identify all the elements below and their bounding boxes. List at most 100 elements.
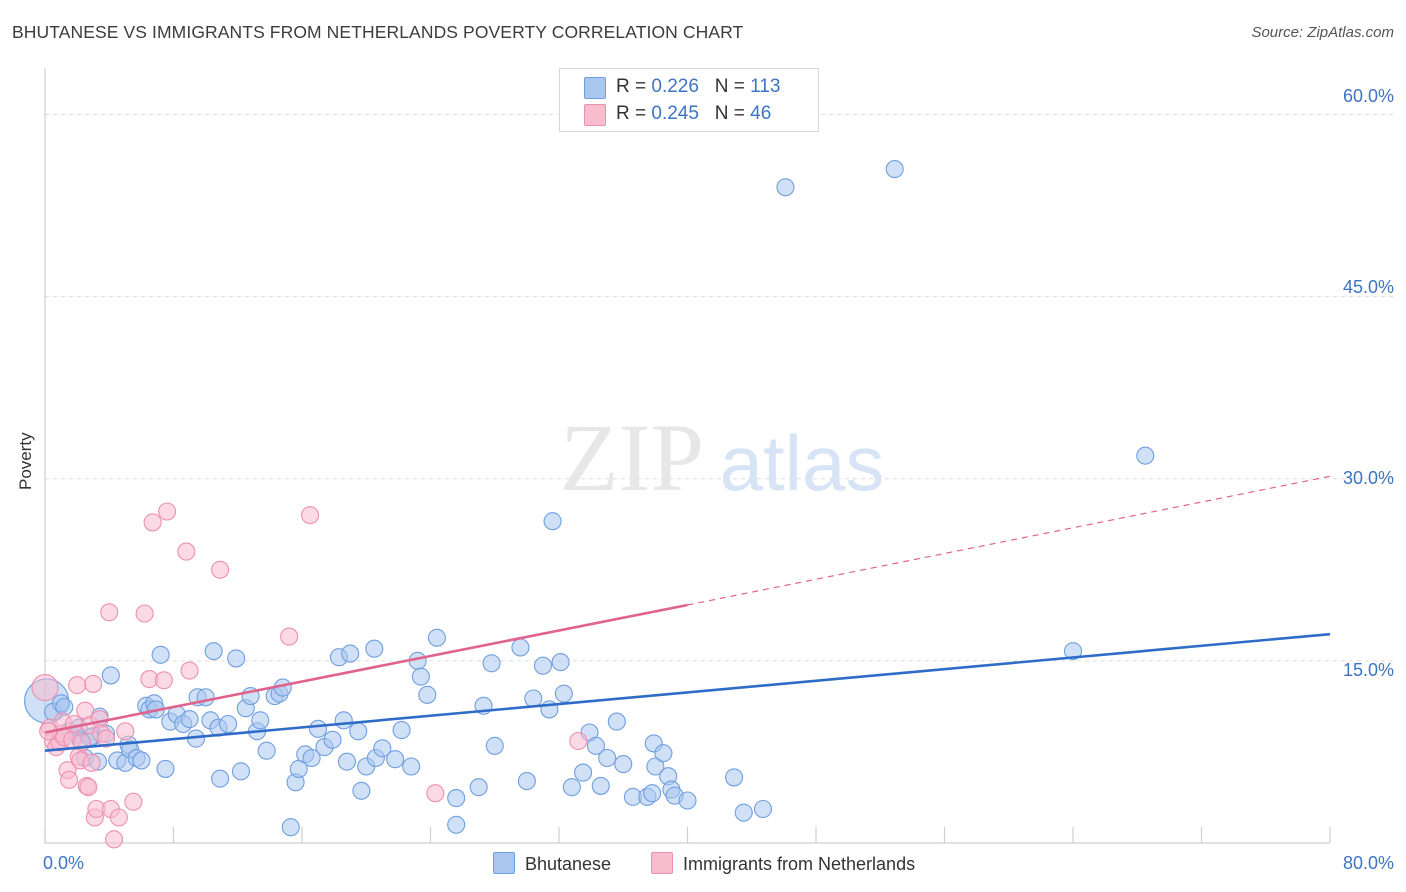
data-point [386, 750, 405, 769]
x-tick-label: 80.0% [1342, 853, 1394, 873]
data-point [116, 722, 135, 741]
legend-swatch-bhutanese [584, 77, 606, 99]
data-point [31, 674, 59, 702]
data-point [1063, 642, 1083, 661]
data-point [143, 513, 162, 532]
data-point [614, 755, 633, 774]
data-point [734, 803, 753, 822]
n-label: N = [714, 76, 751, 97]
n-label: N = [714, 103, 751, 124]
data-point [300, 506, 320, 525]
data-point [135, 604, 154, 623]
data-point [485, 736, 504, 755]
data-point [219, 714, 238, 734]
data-point [392, 721, 411, 740]
series-bhutanese-points [24, 160, 1155, 837]
data-point [646, 757, 665, 776]
data-point [196, 688, 215, 707]
stats-legend: R = 0.226 N = 113 R = 0.245 N = 46 [559, 68, 819, 132]
data-point [280, 627, 299, 646]
data-point [511, 638, 530, 657]
r-label: R = [616, 103, 652, 124]
data-point [156, 759, 175, 778]
data-point [533, 656, 552, 675]
data-point [1136, 446, 1155, 465]
data-point [79, 778, 98, 797]
x-tick-label: 0.0% [43, 853, 85, 873]
data-point [426, 784, 445, 803]
data-point [177, 542, 196, 561]
data-point [158, 502, 177, 521]
data-point [643, 784, 662, 803]
data-point [753, 799, 773, 819]
data-point [402, 757, 421, 776]
data-point [427, 628, 446, 647]
data-point [124, 792, 143, 811]
data-point [100, 603, 119, 622]
data-point [574, 763, 593, 782]
data-point [68, 676, 87, 695]
data-point [96, 729, 116, 748]
data-point [101, 666, 120, 685]
data-point [776, 178, 795, 197]
trend-line-bhutanese [44, 632, 1331, 753]
data-point [204, 642, 223, 661]
data-point [586, 736, 605, 755]
source-label: Source: ZipAtlas.com [1251, 24, 1394, 41]
y-tick-label: 60.0% [1342, 86, 1394, 106]
data-point [591, 776, 610, 795]
data-point [341, 644, 360, 663]
r-value: 0.245 [651, 103, 699, 124]
data-point [411, 667, 430, 686]
legend-item-bhutanese[interactable]: Bhutanese [493, 852, 611, 875]
trend-line-netherlands [44, 603, 688, 734]
data-point [447, 815, 466, 834]
n-value: 46 [750, 103, 772, 124]
data-point [352, 781, 371, 800]
data-point [447, 789, 466, 808]
data-point [725, 768, 744, 787]
r-label: R = [616, 76, 652, 97]
legend-label: Bhutanese [525, 854, 612, 874]
legend-swatch-netherlands [651, 852, 673, 874]
data-point [885, 160, 904, 179]
data-point [211, 560, 230, 579]
data-point [151, 645, 170, 664]
data-point [154, 671, 173, 690]
data-point [302, 748, 321, 768]
legend-item-netherlands[interactable]: Immigrants from Netherlands [651, 852, 915, 875]
data-point [337, 752, 357, 771]
data-point [607, 712, 626, 731]
y-tick-label: 30.0% [1342, 468, 1394, 488]
data-point [211, 769, 230, 788]
watermark-zip: ZIP [560, 404, 704, 511]
gridlines [45, 113, 1395, 662]
data-point [543, 512, 562, 531]
data-point [64, 714, 83, 734]
legend-label: Immigrants from Netherlands [683, 854, 916, 874]
data-point [562, 778, 581, 797]
legend-swatch-netherlands [584, 104, 606, 126]
legend-swatch-bhutanese [493, 852, 515, 874]
watermark: ZIP atlas [560, 404, 884, 511]
data-point [418, 685, 437, 704]
data-point [105, 830, 124, 849]
data-point [598, 748, 617, 768]
y-tick-label: 15.0% [1342, 660, 1394, 680]
data-point [469, 778, 488, 797]
r-value: 0.226 [651, 76, 699, 97]
trend-lines [44, 475, 1331, 753]
data-point [678, 791, 697, 810]
n-value: 113 [750, 76, 781, 97]
watermark-atlas: atlas [720, 419, 885, 507]
data-point [373, 739, 392, 758]
data-point [84, 674, 103, 693]
data-point [524, 689, 543, 708]
data-point [257, 741, 276, 760]
data-point [180, 710, 199, 729]
data-point [82, 753, 101, 772]
data-point [251, 711, 270, 730]
data-point [180, 661, 199, 680]
data-point [334, 711, 353, 730]
